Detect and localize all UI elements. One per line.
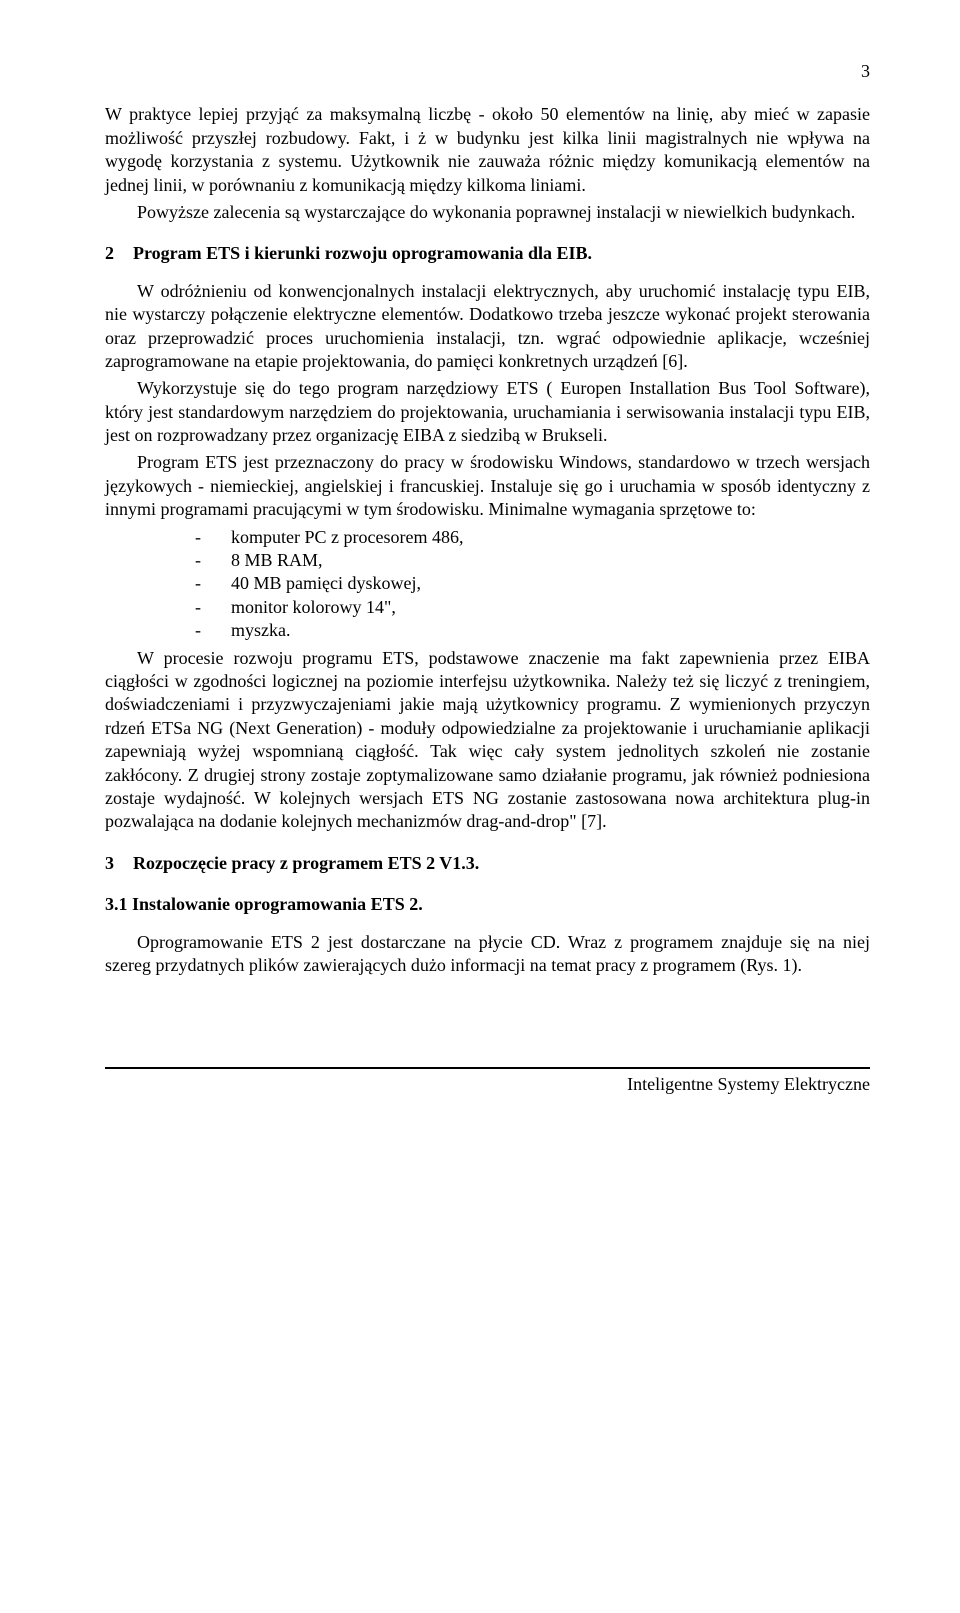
list-item-text: 8 MB RAM, bbox=[231, 549, 323, 572]
subsection-3-1-heading: 3.1 Instalowanie oprogramowania ETS 2. bbox=[105, 893, 870, 916]
list-item: - myszka. bbox=[195, 619, 870, 642]
section-2-paragraph-2: Wykorzystuje się do tego program narzędz… bbox=[105, 377, 870, 447]
requirements-list: - komputer PC z procesorem 486, - 8 MB R… bbox=[105, 526, 870, 643]
list-dash-icon: - bbox=[195, 596, 231, 619]
list-item: - 8 MB RAM, bbox=[195, 549, 870, 572]
section-2-paragraph-1: W odróżnieniu od konwencjonalnych instal… bbox=[105, 280, 870, 374]
list-item: - monitor kolorowy 14", bbox=[195, 596, 870, 619]
list-item-text: myszka. bbox=[231, 619, 290, 642]
section-2-heading: 2Program ETS i kierunki rozwoju oprogram… bbox=[105, 242, 870, 265]
list-dash-icon: - bbox=[195, 526, 231, 549]
list-dash-icon: - bbox=[195, 572, 231, 595]
footer: Inteligentne Systemy Elektryczne bbox=[105, 1067, 870, 1096]
intro-paragraph-1: W praktyce lepiej przyjąć za maksymalną … bbox=[105, 103, 870, 197]
section-3-heading: 3Rozpoczęcie pracy z programem ETS 2 V1.… bbox=[105, 852, 870, 875]
page-number: 3 bbox=[105, 60, 870, 83]
section-2-title: Program ETS i kierunki rozwoju oprogramo… bbox=[133, 243, 592, 263]
intro-paragraph-2: Powyższe zalecenia są wystarczające do w… bbox=[105, 201, 870, 224]
footer-text: Inteligentne Systemy Elektryczne bbox=[627, 1074, 870, 1094]
section-2-paragraph-4: W procesie rozwoju programu ETS, podstaw… bbox=[105, 647, 870, 834]
list-dash-icon: - bbox=[195, 619, 231, 642]
section-3-number: 3 bbox=[105, 852, 133, 875]
section-2-number: 2 bbox=[105, 242, 133, 265]
section-3-paragraph-1: Oprogramowanie ETS 2 jest dostarczane na… bbox=[105, 931, 870, 978]
list-item-text: monitor kolorowy 14", bbox=[231, 596, 396, 619]
section-3-title: Rozpoczęcie pracy z programem ETS 2 V1.3… bbox=[133, 853, 479, 873]
list-item: - 40 MB pamięci dyskowej, bbox=[195, 572, 870, 595]
list-item-text: 40 MB pamięci dyskowej, bbox=[231, 572, 421, 595]
section-2-paragraph-3: Program ETS jest przeznaczony do pracy w… bbox=[105, 451, 870, 521]
list-item-text: komputer PC z procesorem 486, bbox=[231, 526, 463, 549]
list-dash-icon: - bbox=[195, 549, 231, 572]
list-item: - komputer PC z procesorem 486, bbox=[195, 526, 870, 549]
